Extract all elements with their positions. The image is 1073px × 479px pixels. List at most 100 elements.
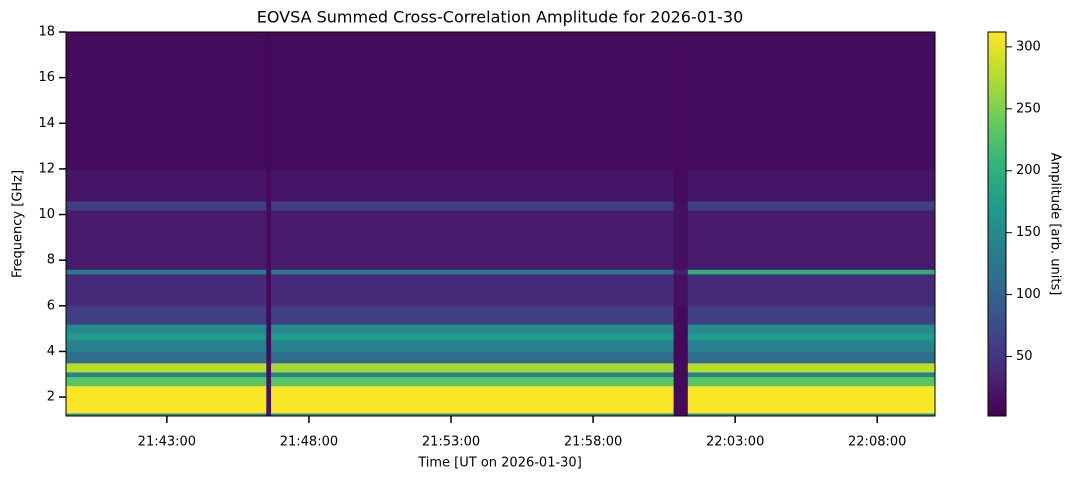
heatmap-cell — [673, 168, 689, 202]
heatmap-cell — [66, 305, 267, 325]
heatmap-cell — [266, 168, 272, 202]
heatmap-cell — [673, 362, 689, 373]
y-tick-label: 2 — [47, 390, 55, 405]
heatmap-cell — [266, 32, 272, 170]
heatmap-cell — [687, 32, 936, 170]
heatmap-cell — [271, 340, 675, 352]
plot-frame — [65, 31, 936, 417]
heatmap-cell — [687, 200, 936, 211]
heatmap-cell — [673, 209, 689, 270]
heatmap-cell — [687, 371, 936, 378]
colorbar-tick-label: 100 — [1016, 287, 1041, 302]
colorbar-tick-label: 250 — [1016, 101, 1041, 116]
heatmap-cell — [66, 371, 267, 378]
heatmap-cell — [271, 413, 675, 417]
heatmap-cell — [687, 385, 936, 414]
x-tick-label: 22:03:00 — [706, 435, 764, 450]
heatmap-cell — [687, 362, 936, 373]
heatmap-cell — [266, 413, 272, 417]
heatmap-cell — [66, 340, 267, 352]
heatmap-cell — [266, 376, 272, 387]
heatmap-cell — [687, 209, 936, 270]
x-tick-label: 21:43:00 — [138, 435, 196, 450]
heatmap-cell — [271, 168, 675, 202]
heatmap-cell — [673, 305, 689, 325]
heatmap-cell — [266, 269, 272, 275]
heatmap-cell — [673, 333, 689, 341]
chart-title: EOVSA Summed Cross-Correlation Amplitude… — [257, 8, 744, 27]
heatmap-cell — [271, 362, 675, 373]
heatmap-cell — [673, 413, 689, 417]
heatmap-cell — [271, 200, 675, 211]
heatmap-cell — [66, 413, 267, 417]
heatmap-cell — [266, 305, 272, 325]
heatmap-cell — [66, 32, 267, 170]
heatmap-cell — [673, 324, 689, 334]
heatmap-cell — [687, 376, 936, 387]
x-tick-label: 21:48:00 — [280, 435, 338, 450]
heatmap-cell — [66, 324, 267, 334]
heatmap-cell — [673, 269, 689, 275]
heatmap-cell — [66, 273, 267, 307]
heatmap-cell — [266, 385, 272, 414]
heatmap-cell — [673, 273, 689, 307]
heatmap-cell — [266, 200, 272, 211]
colorbar-tick-label: 300 — [1016, 39, 1041, 54]
heatmap-cell — [66, 376, 267, 387]
heatmap-cell — [266, 324, 272, 334]
x-tick-label: 21:53:00 — [422, 435, 480, 450]
heatmap-cell — [266, 351, 272, 364]
heatmap-cell — [266, 209, 272, 270]
heatmap-cell — [66, 269, 267, 275]
colorbar-tick-label: 150 — [1016, 225, 1041, 240]
heatmap-cell — [66, 168, 267, 202]
heatmap-cell — [271, 371, 675, 378]
heatmap-cell — [266, 273, 272, 307]
heatmap-cell — [266, 340, 272, 352]
heatmap-cell — [271, 376, 675, 387]
heatmap-cell — [66, 200, 267, 211]
heatmap-cell — [687, 333, 936, 341]
y-tick-label: 16 — [38, 70, 55, 85]
x-tick-label: 22:08:00 — [848, 435, 906, 450]
heatmap-cell — [687, 269, 936, 275]
heatmap-cell — [271, 32, 675, 170]
x-axis-label: Time [UT on 2026-01-30] — [417, 456, 582, 471]
heatmap-cell — [687, 340, 936, 352]
heatmap-cell — [66, 333, 267, 341]
heatmap-cell — [687, 168, 936, 202]
heatmap-cell — [673, 32, 689, 170]
y-tick-label: 12 — [38, 161, 55, 176]
heatmap-cell — [271, 333, 675, 341]
heatmap-cell — [673, 385, 689, 414]
heatmap-cell — [66, 385, 267, 414]
y-tick-label: 10 — [38, 207, 55, 222]
heatmap-cell — [266, 371, 272, 378]
colorbar — [987, 31, 1007, 417]
heatmap-cell — [271, 324, 675, 334]
y-axis-label: Frequency [GHz] — [11, 170, 26, 278]
colorbar-label: Amplitude [arb. units] — [1048, 153, 1063, 296]
heatmap-cell — [673, 200, 689, 211]
heatmap-cell — [687, 413, 936, 417]
heatmap-cell — [266, 362, 272, 373]
heatmap-cell — [673, 371, 689, 378]
heatmap-cell — [673, 340, 689, 352]
heatmap-cell — [66, 362, 267, 373]
heatmap-cell — [66, 351, 267, 364]
heatmap-cell — [271, 385, 675, 414]
heatmap-cell — [271, 209, 675, 270]
colorbar-tick-label: 200 — [1016, 163, 1041, 178]
x-tick-label: 21:58:00 — [564, 435, 622, 450]
heatmap-cell — [687, 273, 936, 307]
y-tick-label: 8 — [47, 253, 55, 268]
y-tick-label: 18 — [38, 25, 55, 40]
heatmap-cell — [673, 351, 689, 364]
y-tick-label: 6 — [47, 298, 55, 313]
heatmap-cell — [271, 351, 675, 364]
heatmap-cell — [266, 333, 272, 341]
heatmap-cell — [271, 305, 675, 325]
heatmap-cell — [66, 209, 267, 270]
colorbar-tick-label: 50 — [1016, 349, 1033, 364]
